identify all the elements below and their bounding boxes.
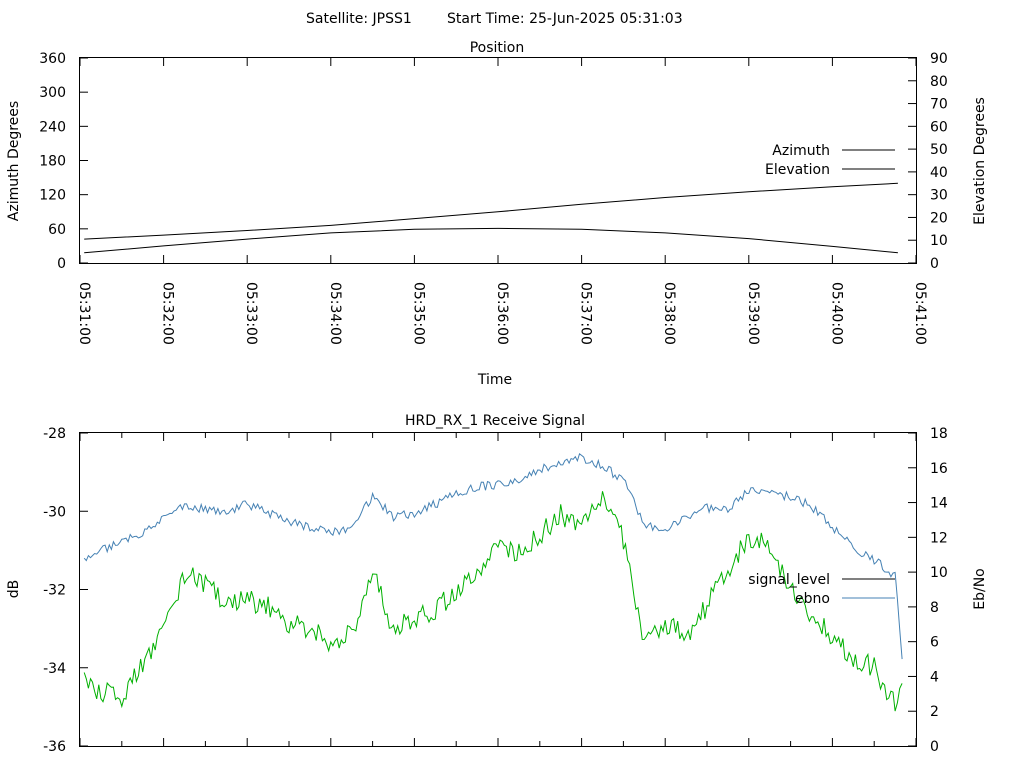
- y2-tick-label: 0: [930, 739, 939, 755]
- x-tick-label: 05:32:00: [160, 282, 176, 345]
- y-tick-label: 300: [39, 85, 66, 101]
- x-tick-label: 05:31:00: [76, 282, 92, 345]
- y2-tick-label: 60: [930, 119, 948, 135]
- y-tick-label: 240: [39, 119, 66, 135]
- y-tick-label: -36: [43, 739, 66, 755]
- y2-tick-label: 8: [930, 600, 939, 616]
- position-plot-frame: [79, 57, 917, 264]
- x-tick-label: 05:37:00: [578, 282, 594, 345]
- y-tick-label: 60: [48, 222, 66, 238]
- x-tick-label: 05:33:00: [243, 282, 259, 345]
- position-y2-axis-label: Elevation Degrees: [972, 97, 988, 225]
- y-tick-label: 360: [39, 51, 66, 67]
- y2-tick-label: 70: [930, 97, 948, 113]
- receive-signal-chart-title: HRD_RX_1 Receive Signal: [405, 413, 585, 429]
- y2-tick-label: 4: [930, 669, 939, 685]
- x-tick-label: 05:35:00: [410, 282, 426, 345]
- receive-signal-y2-axis-label: Eb/No: [972, 568, 988, 610]
- receive-signal-chart: HRD_RX_1 Receive Signal dB Eb/No -28 -30 -…: [6, 413, 988, 755]
- header-start-time: Start Time: 25-Jun-2025 05:31:03: [447, 11, 683, 27]
- position-y-axis-label: Azimuth Degrees: [6, 101, 22, 221]
- series-line-signal_level: [83, 491, 903, 712]
- x-tick-label: 05:39:00: [745, 282, 761, 345]
- legend-label-Azimuth: Azimuth: [772, 143, 830, 159]
- y2-tick-label: 16: [930, 461, 948, 477]
- y2-tick-label: 90: [930, 51, 948, 67]
- position-chart: Position Azimuth Degrees Elevation Degre…: [6, 40, 988, 388]
- x-tick-label: 05:40:00: [828, 282, 844, 345]
- y-tick-label: 180: [39, 154, 66, 170]
- y-tick-label: -32: [43, 583, 66, 599]
- y2-tick-label: 20: [930, 210, 948, 226]
- y2-tick-label: 12: [930, 530, 948, 546]
- x-tick-label: 05:34:00: [327, 282, 343, 345]
- y-tick-label: -30: [43, 504, 66, 520]
- y-tick-label: -34: [43, 661, 66, 677]
- legend-label-Elevation: Elevation: [765, 162, 830, 178]
- y2-tick-label: 80: [930, 74, 948, 90]
- y2-tick-label: 50: [930, 142, 948, 158]
- x-tick-label: 05:41:00: [912, 282, 928, 345]
- series-line-Azimuth: [84, 182, 898, 240]
- x-tick-label: 05:38:00: [661, 282, 677, 345]
- position-chart-title: Position: [470, 40, 525, 56]
- header-satellite: Satellite: JPSS1: [306, 11, 412, 27]
- receive-signal-y-axis-label: dB: [6, 580, 22, 599]
- position-x-axis-label: Time: [477, 372, 512, 388]
- y-tick-label: 120: [39, 188, 66, 204]
- y2-tick-label: 18: [930, 426, 948, 442]
- y-tick-label: -28: [43, 426, 66, 442]
- y2-tick-label: 10: [930, 565, 948, 581]
- y2-tick-label: 0: [930, 256, 939, 272]
- y2-tick-label: 40: [930, 165, 948, 181]
- y2-tick-label: 14: [930, 496, 948, 512]
- y2-tick-label: 30: [930, 188, 948, 204]
- x-tick-label: 05:36:00: [494, 282, 510, 345]
- series-line-ebno: [83, 452, 903, 660]
- y2-tick-label: 10: [930, 233, 948, 249]
- receive-signal-plot-frame: [79, 432, 917, 747]
- y-tick-label: 0: [57, 256, 66, 272]
- y2-tick-label: 6: [930, 635, 939, 651]
- series-line-Elevation: [84, 227, 898, 254]
- legend-label-ebno: ebno: [795, 591, 830, 607]
- y2-tick-label: 2: [930, 704, 939, 720]
- legend-label-signal_level: signal_level: [748, 572, 830, 588]
